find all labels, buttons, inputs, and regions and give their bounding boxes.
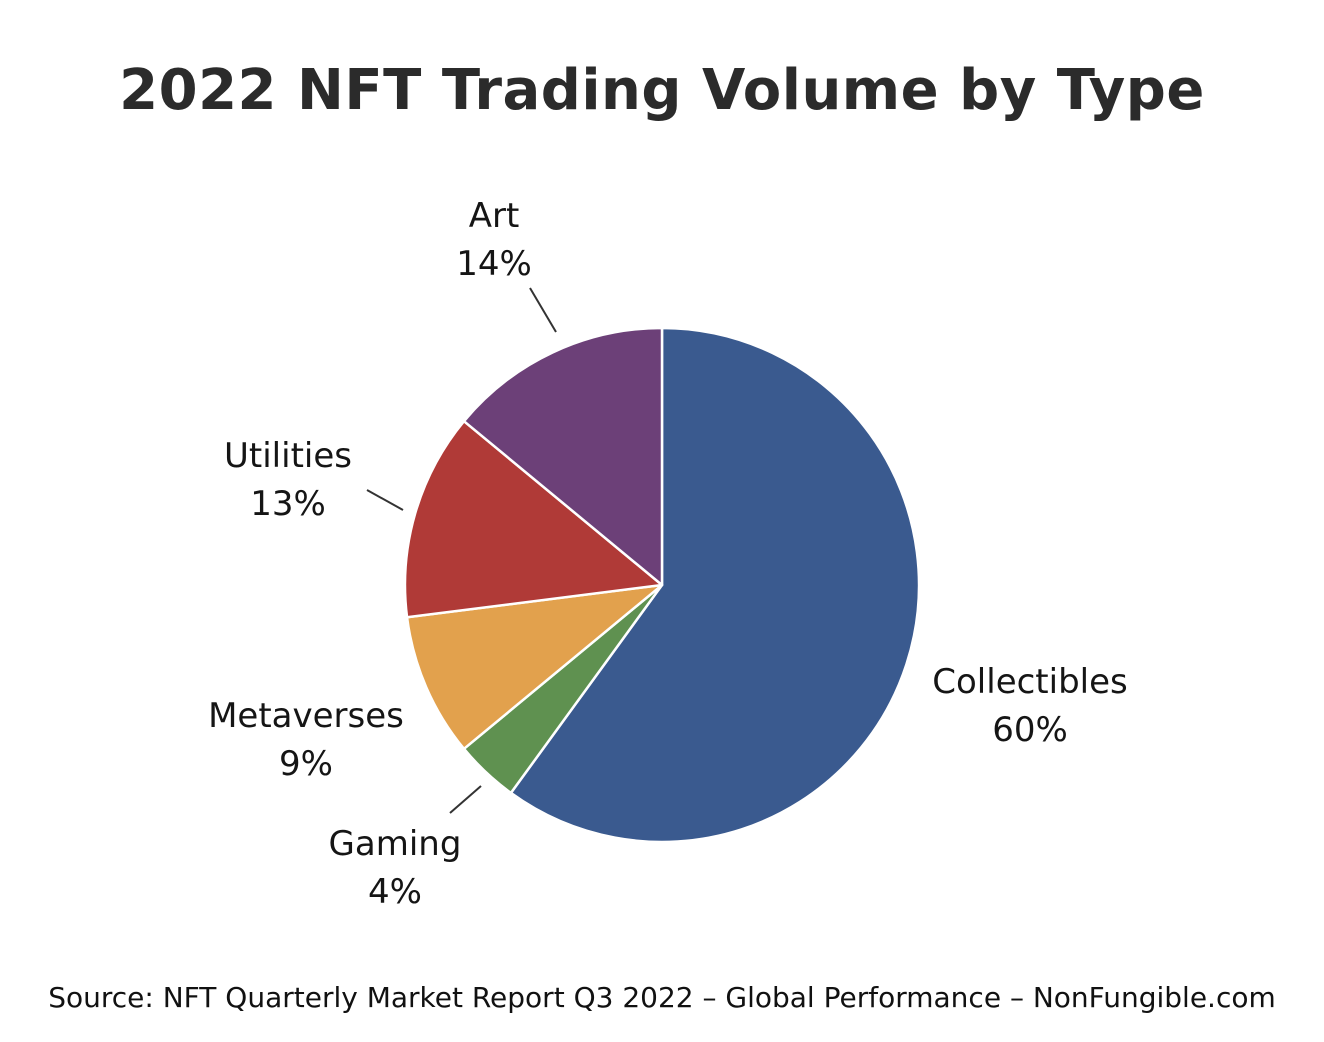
label-collectibles-name: Collectibles bbox=[932, 662, 1128, 702]
label-art-name: Art bbox=[468, 196, 520, 236]
leader-line-art bbox=[529, 287, 557, 333]
source-attribution: Source: NFT Quarterly Market Report Q3 2… bbox=[48, 981, 1276, 1014]
leader-lines bbox=[366, 287, 557, 814]
pie-slice-metaverses bbox=[405, 583, 664, 751]
label-metaverses: Metaverses 9% bbox=[208, 692, 404, 789]
label-gaming-name: Gaming bbox=[328, 824, 462, 864]
pie-slice-collectibles bbox=[509, 326, 921, 844]
label-gaming: Gaming 4% bbox=[329, 820, 462, 917]
label-metaverses-value: 9% bbox=[279, 744, 333, 785]
label-gaming-value: 4% bbox=[368, 872, 422, 913]
pie-slice-art bbox=[462, 326, 664, 587]
chart-title: 2022 NFT Trading Volume by Type bbox=[119, 58, 1205, 123]
label-metaverses-name: Metaverses bbox=[208, 696, 404, 736]
label-utilities-name: Utilities bbox=[224, 436, 352, 476]
leader-line-gaming bbox=[449, 785, 482, 814]
label-collectibles: Collectibles 60% bbox=[932, 658, 1127, 755]
label-art: Art 14% bbox=[456, 192, 532, 289]
leader-line-utilities bbox=[366, 489, 404, 511]
label-collectibles-value: 60% bbox=[992, 710, 1068, 751]
label-utilities: Utilities 13% bbox=[224, 432, 352, 529]
pie-slice-utilities bbox=[403, 419, 664, 619]
label-art-value: 14% bbox=[456, 244, 532, 285]
pie-slices bbox=[403, 326, 921, 844]
label-utilities-value: 13% bbox=[250, 484, 326, 525]
